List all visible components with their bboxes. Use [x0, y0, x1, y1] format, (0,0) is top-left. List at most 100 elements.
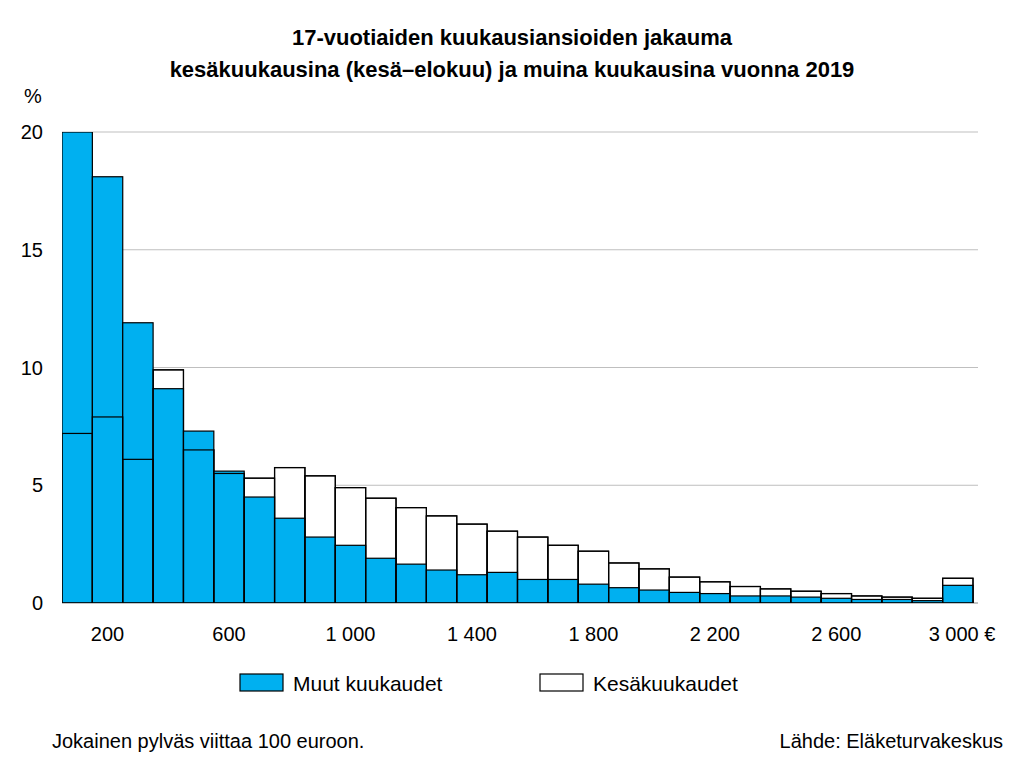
bar-muut-kuukaudet [305, 537, 335, 603]
y-tick-label: 15 [21, 239, 43, 261]
bar-outline [882, 597, 912, 603]
bar-kesakuukaudet [244, 478, 274, 603]
bar-outline [639, 569, 669, 603]
bar-muut-kuukaudet [639, 590, 669, 603]
y-tick-label: 5 [32, 474, 43, 496]
bar-outline [244, 478, 274, 603]
bar-muut-kuukaudet [730, 596, 760, 603]
title: 17-vuotiaiden kuukausiansioiden jakauma [292, 25, 733, 50]
bar-kesakuukaudet [518, 537, 548, 603]
x-tick-label: 2 200 [690, 623, 740, 645]
chart: 17-vuotiaiden kuukausiansioiden jakauma k… [0, 0, 1024, 767]
y-tick-label: 20 [21, 121, 43, 143]
bar-muut-kuukaudet [760, 596, 790, 603]
note: Jokainen pylväs viittaa 100 euroon. [52, 730, 364, 752]
bar-muut-kuukaudet [183, 431, 213, 603]
bar-kesakuukaudet [153, 370, 183, 603]
bar-kesakuukaudet [791, 591, 821, 603]
bar-muut-kuukaudet [791, 597, 821, 603]
bar-outline [123, 459, 153, 603]
x-tick-label: 600 [212, 623, 245, 645]
subtitle: kesäkuukausina (kesä–elokuu) ja muina ku… [170, 57, 855, 82]
legend-label: Kesäkuukaudet [593, 672, 738, 695]
bar-kesakuukaudet [548, 545, 578, 603]
bar-muut-kuukaudet [396, 564, 426, 603]
x-tick-label: 3 000 € [929, 623, 996, 645]
x-tick-label: 1 000 [325, 623, 375, 645]
bar-kesakuukaudet [305, 476, 335, 603]
bar-kesakuukaudet [578, 551, 608, 603]
bar-muut-kuukaudet [578, 584, 608, 603]
bar-outline [396, 508, 426, 603]
bar-muut-kuukaudet [700, 594, 730, 603]
bar-muut-kuukaudet [335, 545, 365, 603]
bar-muut-kuukaudet [366, 558, 396, 603]
bar-outline [943, 578, 973, 603]
grid-line [62, 132, 978, 133]
legend-swatch [540, 674, 583, 691]
bars [62, 132, 973, 603]
bar-kesakuukaudet [487, 531, 517, 603]
bar-muut-kuukaudet [244, 497, 274, 603]
bar-muut-kuukaudet [943, 585, 973, 603]
bar-outline [457, 524, 487, 603]
grid-line [62, 367, 978, 368]
bar-kesakuukaudet [943, 578, 973, 603]
x-tick-label: 2 600 [811, 623, 861, 645]
bar-kesakuukaudet [335, 488, 365, 603]
bar-outline [62, 433, 92, 603]
bar-kesakuukaudet [852, 596, 882, 603]
bar-muut-kuukaudet [518, 579, 548, 603]
bar-kesakuukaudet [639, 569, 669, 603]
bar-outline [183, 450, 213, 603]
legend: Muut kuukaudetKesäkuukaudet [240, 672, 738, 695]
bar-kesakuukaudet [396, 508, 426, 603]
bar-outline [518, 537, 548, 603]
bar-outline [426, 516, 456, 603]
bar-outline [275, 468, 305, 603]
bar-outline [578, 551, 608, 603]
bar-kesakuukaudet [609, 563, 639, 603]
bar-kesakuukaudet [275, 468, 305, 603]
bar-outline [821, 594, 851, 603]
bar-muut-kuukaudet [487, 572, 517, 603]
bar-muut-kuukaudet [214, 471, 244, 603]
bar-kesakuukaudet [912, 598, 942, 603]
x-tick-label: 1 400 [447, 623, 497, 645]
legend-swatch [240, 674, 283, 691]
y-tick-label: 0 [32, 592, 43, 614]
bar-outline [214, 473, 244, 603]
bar-kesakuukaudet [457, 524, 487, 603]
bar-outline [852, 596, 882, 603]
bar-muut-kuukaudet [62, 132, 92, 603]
bar-kesakuukaudet [730, 587, 760, 603]
bar-outline [548, 545, 578, 603]
bar-outline [335, 488, 365, 603]
bar-outline [912, 598, 942, 603]
bar-muut-kuukaudet [669, 592, 699, 603]
x-tick-label: 200 [91, 623, 124, 645]
grid-line [62, 249, 978, 250]
grid [62, 132, 978, 603]
bar-kesakuukaudet [366, 498, 396, 603]
y-axis-label: % [24, 85, 42, 107]
bar-kesakuukaudet [882, 597, 912, 603]
bar-kesakuukaudet [700, 582, 730, 603]
bar-outline [700, 582, 730, 603]
y-tick-label: 10 [21, 357, 43, 379]
bar-outline [730, 587, 760, 603]
bar-outline [669, 577, 699, 603]
source: Lähde: Eläketurvakeskus [780, 730, 1003, 752]
bar-muut-kuukaudet [609, 588, 639, 603]
bar-outline [153, 370, 183, 603]
bar-outline [760, 589, 790, 603]
bar-muut-kuukaudet [821, 598, 851, 603]
bar-kesakuukaudet [821, 594, 851, 603]
bar-kesakuukaudet [426, 516, 456, 603]
bar-outline [305, 476, 335, 603]
bar-muut-kuukaudet [275, 518, 305, 603]
bar-muut-kuukaudet [92, 177, 122, 603]
x-tick-label: 1 800 [568, 623, 618, 645]
bar-kesakuukaudet [669, 577, 699, 603]
bar-outline [92, 417, 122, 603]
